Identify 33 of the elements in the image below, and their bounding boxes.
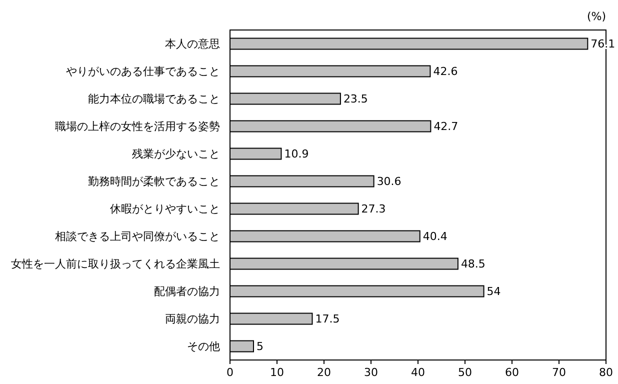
x-axis-title: (%) (586, 10, 606, 23)
data-label: 48.5 (460, 258, 486, 271)
x-tick-label: 30 (364, 366, 378, 379)
x-tick-label: 80 (599, 366, 613, 379)
data-label: 17.5 (315, 312, 340, 326)
y-tick-label: 休暇がとりやすいこと (110, 202, 220, 216)
data-label: 42.7 (434, 120, 458, 134)
data-label: 54 (486, 285, 501, 298)
y-tick-label: やりがいのある仕事であること (66, 65, 220, 78)
x-tick-label: 60 (505, 366, 519, 379)
y-tick-label: 女性を一人前に取り扱ってくれる企業風土 (11, 258, 220, 271)
y-tick-label: 両親の協力 (165, 312, 220, 326)
y-tick-label: 相談できる上司や同僚がいること (55, 230, 220, 244)
y-tick-label: 配偶者の協力 (154, 285, 220, 298)
data-label: 10.9 (284, 148, 309, 161)
data-label: 40.4 (422, 230, 448, 244)
data-label: 27.3 (361, 202, 386, 216)
y-tick-label: 勤務時間が柔軟であること (88, 175, 220, 188)
x-tick-label: 40 (411, 366, 425, 379)
y-tick-label: その他 (187, 340, 220, 354)
data-label: 30.6 (376, 175, 402, 188)
x-tick-label: 0 (226, 366, 234, 379)
y-tick-label: 職場の上梓の女性を活用する姿勢 (55, 120, 220, 134)
x-tick-label: 70 (552, 366, 566, 379)
data-label: 23.5 (343, 92, 368, 106)
y-tick-label: 本人の意思 (165, 38, 220, 51)
y-tick-label: 残業が少ないこと (132, 148, 220, 161)
data-label: 42.6 (433, 65, 458, 78)
x-tick-label: 20 (317, 366, 331, 379)
x-tick-label: 10 (270, 366, 284, 379)
y-tick-label: 能力本位の職場であること (88, 92, 220, 106)
x-tick-label: 50 (458, 366, 472, 379)
data-label: 5 (256, 340, 264, 354)
